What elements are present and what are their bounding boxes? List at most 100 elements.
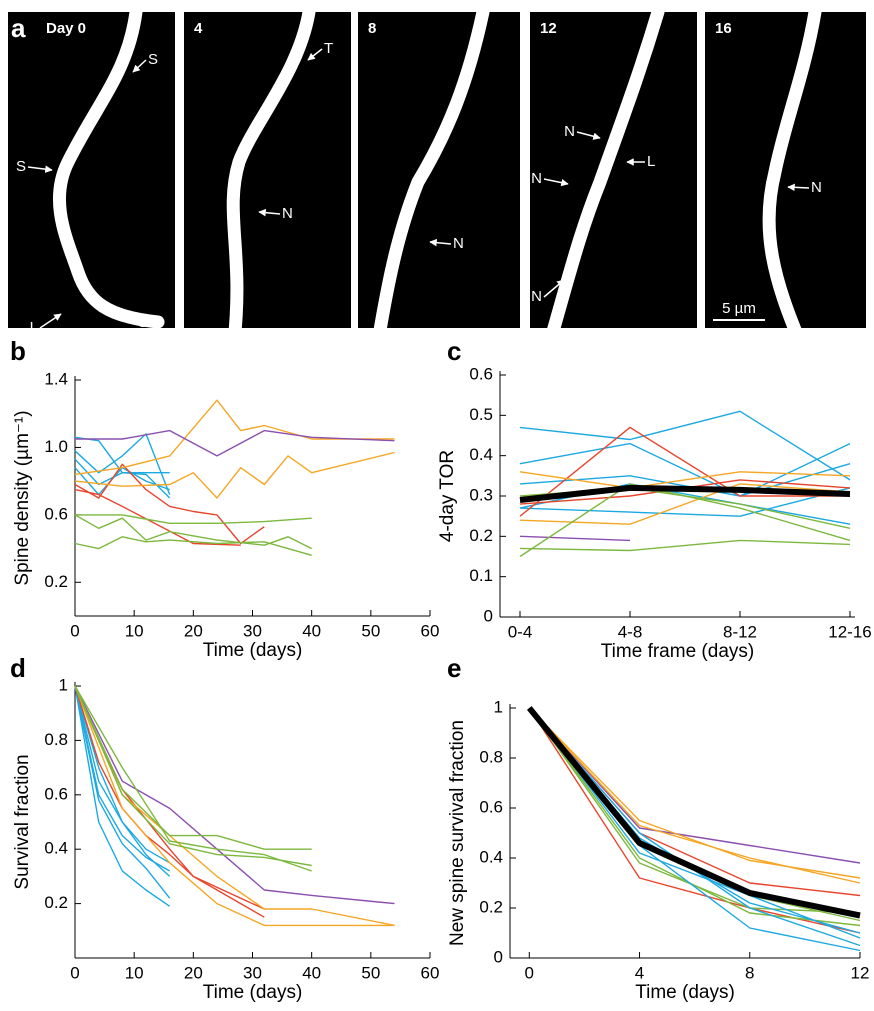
- image-title: 16: [715, 20, 732, 37]
- series-line: [519, 535, 631, 542]
- image-background: [8, 12, 175, 328]
- image-title: Day 0: [46, 20, 86, 37]
- series-line: [74, 488, 241, 546]
- x-tick-label: 0: [70, 963, 79, 982]
- annotation: N: [811, 179, 822, 196]
- arrow: [429, 238, 452, 247]
- x-tick-label: 10: [125, 621, 144, 640]
- series-line: [519, 471, 851, 489]
- series-line: [75, 514, 312, 524]
- x-tick-label: 50: [361, 621, 380, 640]
- series-line: [528, 707, 861, 884]
- arrow: [543, 178, 569, 187]
- x-tick-label: 4: [635, 963, 644, 982]
- series-line: [74, 685, 312, 850]
- image-background: [705, 12, 866, 328]
- series-line: [74, 685, 171, 864]
- dendrite: [762, 5, 822, 349]
- image-background: [530, 12, 697, 328]
- series-line: [74, 685, 265, 918]
- panel-label: e: [447, 653, 461, 683]
- y-tick-label: 0.2: [44, 893, 68, 912]
- micrograph: 4 T N: [184, 5, 351, 349]
- series-line: [74, 685, 312, 872]
- x-axis-title: Time (days): [203, 982, 303, 1003]
- series-line: [74, 685, 395, 927]
- arrow: [576, 131, 601, 140]
- y-tick-label: 0.1: [469, 566, 493, 585]
- annotation: N: [282, 205, 293, 222]
- series-line: [74, 451, 395, 499]
- y-axis-title: Spine density (µm⁻¹): [12, 410, 33, 585]
- x-tick-label: 30: [243, 963, 262, 982]
- y-tick-label: 0.4: [44, 839, 68, 858]
- series-line: [519, 426, 850, 517]
- annotation: S: [16, 158, 26, 175]
- micrograph: 16 N 5 µm: [705, 5, 866, 349]
- series-line: [519, 539, 851, 552]
- series-line: [74, 685, 395, 927]
- x-axis-title: Time (days): [635, 982, 735, 1003]
- arrow: [132, 59, 147, 73]
- micrograph: 12 N L N N: [530, 5, 697, 349]
- x-tick-label: 60: [421, 621, 440, 640]
- series-line: [528, 707, 861, 939]
- y-axis-title: New spine survival fraction: [447, 720, 468, 946]
- y-tick-label: 0.2: [44, 572, 68, 591]
- image-title: 4: [194, 20, 203, 37]
- series-line: [74, 685, 312, 867]
- image-background: [358, 12, 520, 328]
- arrow: [307, 48, 323, 61]
- series-line: [528, 707, 861, 879]
- annotation: T: [324, 40, 333, 57]
- series-line: [74, 433, 171, 495]
- series-line: [74, 536, 312, 556]
- x-axis-title: Time (days): [203, 640, 303, 661]
- series-line: [74, 685, 171, 899]
- annotation: S: [148, 51, 158, 68]
- series-line: [528, 707, 861, 864]
- y-tick-label: 0.4: [469, 445, 493, 464]
- annotation: L: [30, 319, 38, 336]
- series-line: [74, 399, 395, 476]
- y-tick-label: 0.4: [479, 847, 503, 866]
- y-tick-label: 0: [494, 947, 503, 966]
- series-line: [519, 483, 851, 525]
- x-axis-title: Time frame (days): [601, 641, 754, 662]
- series-line: [519, 487, 851, 517]
- y-tick-label: 0.6: [44, 504, 68, 523]
- x-tick-label: 0-4: [508, 622, 533, 641]
- dendrite: [52, 5, 165, 329]
- y-tick-label: 1.4: [44, 369, 68, 388]
- series-line: [528, 707, 861, 922]
- annotation: N: [453, 235, 464, 252]
- panel-label: a: [11, 13, 26, 43]
- arrow: [258, 208, 281, 217]
- x-tick-label: 20: [184, 963, 203, 982]
- series-line: [74, 685, 171, 907]
- panel-label: b: [10, 336, 26, 366]
- series-line: [519, 484, 851, 503]
- y-tick-label: 0.8: [44, 730, 68, 749]
- annotation: N: [531, 170, 542, 187]
- series-line: [74, 514, 313, 550]
- series-line: [526, 706, 861, 919]
- y-tick-label: 0.6: [44, 784, 68, 803]
- y-tick-label: 1: [494, 697, 503, 716]
- x-tick-label: 12: [851, 963, 870, 982]
- series-line: [528, 707, 861, 952]
- arrow: [543, 279, 565, 298]
- micrograph: Day 0 S S L S: [8, 5, 175, 336]
- y-tick-label: 1.0: [44, 437, 68, 456]
- x-tick-label: 10: [125, 963, 144, 982]
- y-tick-label: 0.8: [479, 747, 503, 766]
- series-line: [528, 707, 861, 934]
- series-line: [74, 458, 171, 499]
- y-tick-label: 0: [484, 606, 493, 625]
- x-tick-label: 40: [302, 621, 321, 640]
- x-tick-label: 0: [525, 963, 534, 982]
- image-background: [184, 12, 351, 328]
- x-tick-label: 4-8: [618, 622, 643, 641]
